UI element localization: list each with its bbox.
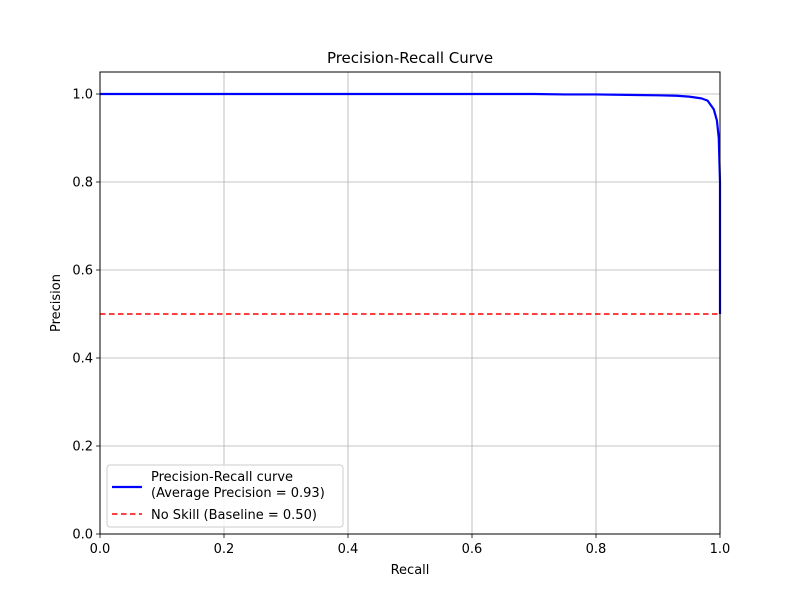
y-tick-label: 1.0 xyxy=(72,88,93,103)
pr-curve-line xyxy=(100,92,722,314)
legend-label-pr-curve-ap: (Average Precision = 0.93) xyxy=(151,486,325,501)
x-axis-label: Recall xyxy=(391,563,430,578)
x-tick-label: 0.0 xyxy=(90,542,111,557)
y-tick-label: 0.6 xyxy=(72,264,93,279)
legend: Precision-Recall curve (Average Precisio… xyxy=(106,464,344,528)
legend-label-pr-curve: Precision-Recall curve xyxy=(151,470,293,485)
y-axis-label: Precision xyxy=(49,274,64,332)
y-tick-label: 0.8 xyxy=(72,176,93,191)
axis-ticks: 0.0 0.2 0.4 0.6 0.8 1.0 0.0 0.2 0.4 0.6 0.8 1.0 xyxy=(72,88,730,558)
x-tick-label: 0.2 xyxy=(214,542,235,557)
plot-frame xyxy=(99,71,721,535)
y-tick-label: 0.0 xyxy=(72,528,93,543)
x-tick-label: 1.0 xyxy=(710,542,731,557)
chart-title: Precision-Recall Curve xyxy=(327,49,493,67)
x-tick-label: 0.4 xyxy=(338,542,359,557)
data-series xyxy=(100,92,722,315)
legend-label-no-skill: No Skill (Baseline = 0.50) xyxy=(151,508,317,523)
y-tick-label: 0.2 xyxy=(72,440,93,455)
x-tick-label: 0.8 xyxy=(586,542,607,557)
legend-box xyxy=(106,464,344,528)
y-tick-label: 0.4 xyxy=(72,352,93,367)
x-tick-label: 0.6 xyxy=(462,542,483,557)
